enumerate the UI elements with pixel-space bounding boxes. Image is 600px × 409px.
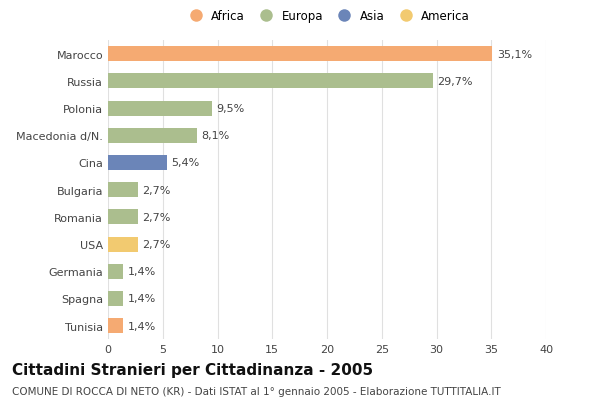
Bar: [108, 291, 124, 306]
Text: 2,7%: 2,7%: [142, 212, 170, 222]
Bar: [108, 101, 212, 116]
Text: 9,5%: 9,5%: [217, 104, 245, 114]
Bar: [108, 155, 167, 171]
Bar: [108, 237, 137, 252]
Text: 5,4%: 5,4%: [172, 158, 200, 168]
Text: 2,7%: 2,7%: [142, 240, 170, 249]
Text: 35,1%: 35,1%: [497, 49, 532, 59]
Text: 8,1%: 8,1%: [201, 131, 229, 141]
Legend: Africa, Europa, Asia, America: Africa, Europa, Asia, America: [179, 5, 475, 27]
Text: 1,4%: 1,4%: [128, 321, 156, 331]
Bar: [108, 319, 124, 333]
Bar: [108, 264, 124, 279]
Bar: [108, 128, 197, 144]
Bar: [108, 210, 137, 225]
Text: Cittadini Stranieri per Cittadinanza - 2005: Cittadini Stranieri per Cittadinanza - 2…: [12, 362, 373, 377]
Text: COMUNE DI ROCCA DI NETO (KR) - Dati ISTAT al 1° gennaio 2005 - Elaborazione TUTT: COMUNE DI ROCCA DI NETO (KR) - Dati ISTA…: [12, 387, 501, 396]
Bar: [108, 47, 493, 62]
Bar: [108, 74, 433, 89]
Text: 1,4%: 1,4%: [128, 294, 156, 304]
Text: 29,7%: 29,7%: [437, 76, 473, 87]
Bar: [108, 183, 137, 198]
Text: 1,4%: 1,4%: [128, 267, 156, 276]
Text: 2,7%: 2,7%: [142, 185, 170, 195]
